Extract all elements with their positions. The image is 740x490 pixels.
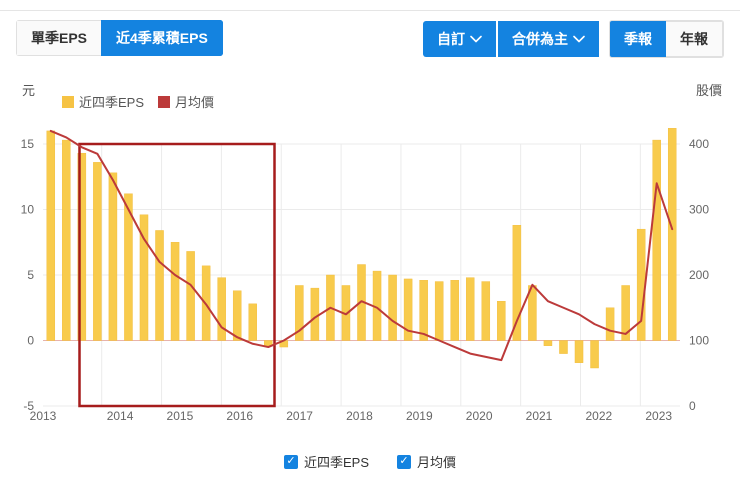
svg-text:2016: 2016 [226, 409, 253, 423]
svg-text:2023: 2023 [645, 409, 672, 423]
svg-text:400: 400 [689, 137, 709, 151]
svg-text:300: 300 [689, 203, 709, 217]
svg-text:2017: 2017 [286, 409, 313, 423]
svg-text:2015: 2015 [167, 409, 194, 423]
svg-text:2020: 2020 [466, 409, 493, 423]
svg-text:2018: 2018 [346, 409, 373, 423]
svg-text:2013: 2013 [30, 409, 57, 423]
svg-text:15: 15 [21, 137, 35, 151]
svg-text:0: 0 [27, 334, 34, 348]
svg-text:2021: 2021 [526, 409, 553, 423]
svg-text:0: 0 [689, 399, 696, 413]
svg-text:2022: 2022 [586, 409, 613, 423]
svg-text:200: 200 [689, 268, 709, 282]
svg-text:2014: 2014 [107, 409, 134, 423]
svg-text:10: 10 [21, 203, 35, 217]
svg-text:100: 100 [689, 334, 709, 348]
svg-text:5: 5 [27, 268, 34, 282]
svg-text:2019: 2019 [406, 409, 433, 423]
